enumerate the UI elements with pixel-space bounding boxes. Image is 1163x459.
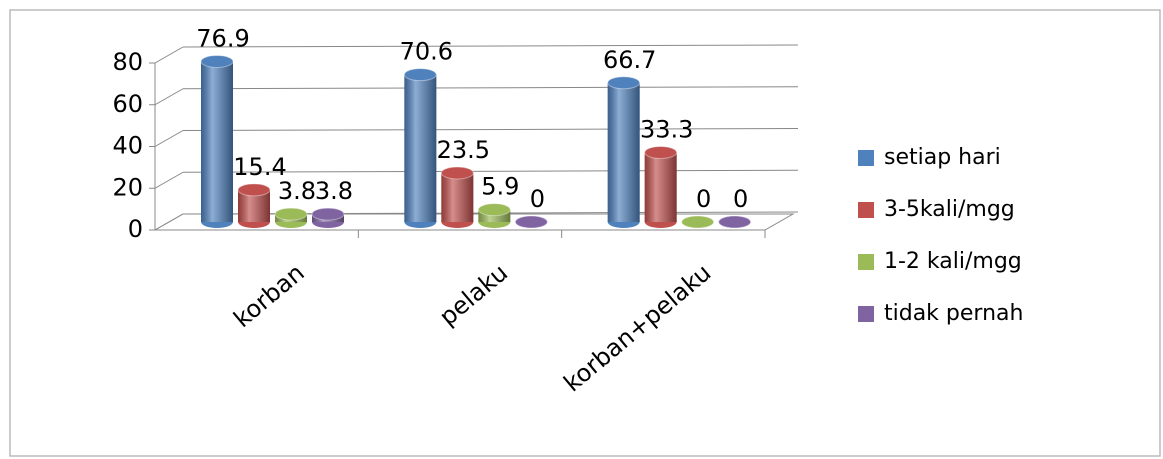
y-tick-label: 20 [112, 173, 143, 201]
legend-label: 3-5kali/mgg [884, 197, 1015, 222]
data-label: 23.5 [437, 136, 490, 164]
legend-swatch [858, 150, 874, 166]
legend-label: setiap hari [884, 145, 1001, 170]
bar [477, 203, 511, 228]
grid-line [182, 128, 799, 131]
data-label: 5.9 [481, 173, 519, 201]
legend-label: tidak pernah [884, 301, 1023, 326]
legend-label: 1-2 kali/mgg [884, 249, 1022, 274]
bar-top [644, 145, 678, 159]
bar-shade [441, 172, 474, 222]
bar-top [274, 207, 308, 221]
bar [607, 76, 641, 228]
x-tick-label: korban [228, 259, 309, 334]
bar [514, 215, 548, 229]
bar [311, 207, 345, 228]
grid-line [154, 213, 184, 231]
x-tick-label: korban+pelaku [559, 259, 717, 398]
grid-line [154, 88, 184, 106]
legend-swatch [858, 306, 874, 322]
bar-top [718, 215, 752, 229]
y-tick-label: 80 [112, 48, 143, 76]
grid-line [182, 44, 799, 48]
data-label: 76.9 [196, 24, 249, 52]
bar-top [514, 215, 548, 229]
data-label: 15.4 [233, 153, 286, 181]
bar [403, 68, 437, 228]
bar [718, 215, 752, 229]
grid-line [154, 171, 184, 189]
data-label: 0 [696, 185, 711, 213]
bar-shade [607, 82, 640, 222]
bar-shade [201, 61, 233, 222]
bar-shade [644, 152, 677, 222]
grid-line [154, 130, 184, 147]
data-label: 70.6 [400, 38, 453, 66]
y-tick-label: 40 [112, 132, 143, 160]
bar-top [440, 166, 474, 180]
y-tick-label: 0 [128, 215, 143, 243]
bar-top [237, 183, 271, 197]
bar-top [607, 76, 641, 90]
bar-top [477, 203, 511, 217]
bar-top [681, 215, 715, 229]
bar [237, 183, 271, 228]
bar [681, 215, 715, 229]
data-label: 0 [530, 185, 545, 213]
data-label: 0 [733, 185, 748, 213]
grid-line [182, 169, 799, 173]
bar [274, 207, 308, 228]
bar-shade [404, 74, 437, 222]
x-tick-label: pelaku [434, 259, 513, 332]
grid-line [182, 86, 799, 90]
bar-top [311, 207, 345, 221]
legend-swatch [858, 254, 874, 270]
data-label: 33.3 [640, 115, 693, 143]
y-tick-label: 60 [112, 90, 143, 118]
grid-line [154, 46, 184, 64]
bar [440, 166, 474, 228]
data-label: 3.8 [278, 177, 316, 205]
data-label: 3.8 [315, 177, 353, 205]
bar [200, 54, 234, 228]
bar [644, 145, 678, 228]
bar-top [200, 54, 234, 68]
bar-top [403, 68, 437, 82]
data-label: 66.7 [603, 46, 656, 74]
chart-frame [9, 9, 1161, 457]
legend-swatch [858, 202, 874, 218]
